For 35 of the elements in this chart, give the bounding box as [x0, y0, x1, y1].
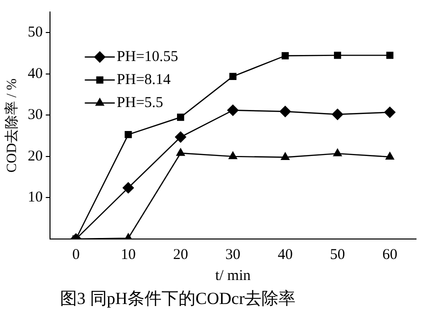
y-tick-label: 20: [28, 148, 43, 164]
x-tick-label: 30: [225, 246, 240, 263]
point: [333, 148, 342, 156]
point: [386, 52, 394, 59]
x-tick-label: 50: [330, 246, 346, 263]
point: [124, 131, 132, 138]
y-tick-label: 30: [28, 107, 43, 124]
x-axis-title: t/ min: [215, 268, 252, 284]
y-tick-label: 50: [28, 24, 43, 41]
point: [384, 106, 396, 118]
point: [177, 114, 184, 121]
x-tick-label: 40: [278, 246, 293, 263]
point: [280, 106, 291, 118]
point: [386, 152, 394, 160]
point: [334, 52, 342, 59]
point: [228, 152, 238, 160]
x-tick-label: 20: [173, 246, 188, 263]
y-tick-label: 10: [28, 190, 43, 206]
legend-label: PH=10.55: [116, 48, 178, 65]
point: [174, 131, 186, 143]
point: [282, 52, 289, 60]
point: [122, 182, 134, 194]
point: [229, 72, 236, 80]
x-tick-label: 10: [120, 246, 136, 263]
point: [176, 148, 185, 156]
legend-label: PH=5.5: [116, 94, 164, 111]
y-tick-label: 40: [28, 66, 43, 82]
point: [280, 152, 290, 160]
point: [332, 108, 344, 120]
y-axis-title: COD去除率 / %: [4, 78, 20, 173]
caption: 图3 同pH条件下的CODcr去除率: [59, 288, 297, 310]
x-tick-label: 0: [72, 246, 80, 263]
x-tick-label: 60: [382, 246, 398, 263]
point: [227, 104, 238, 116]
legend-label: PH=8.14: [116, 72, 172, 88]
